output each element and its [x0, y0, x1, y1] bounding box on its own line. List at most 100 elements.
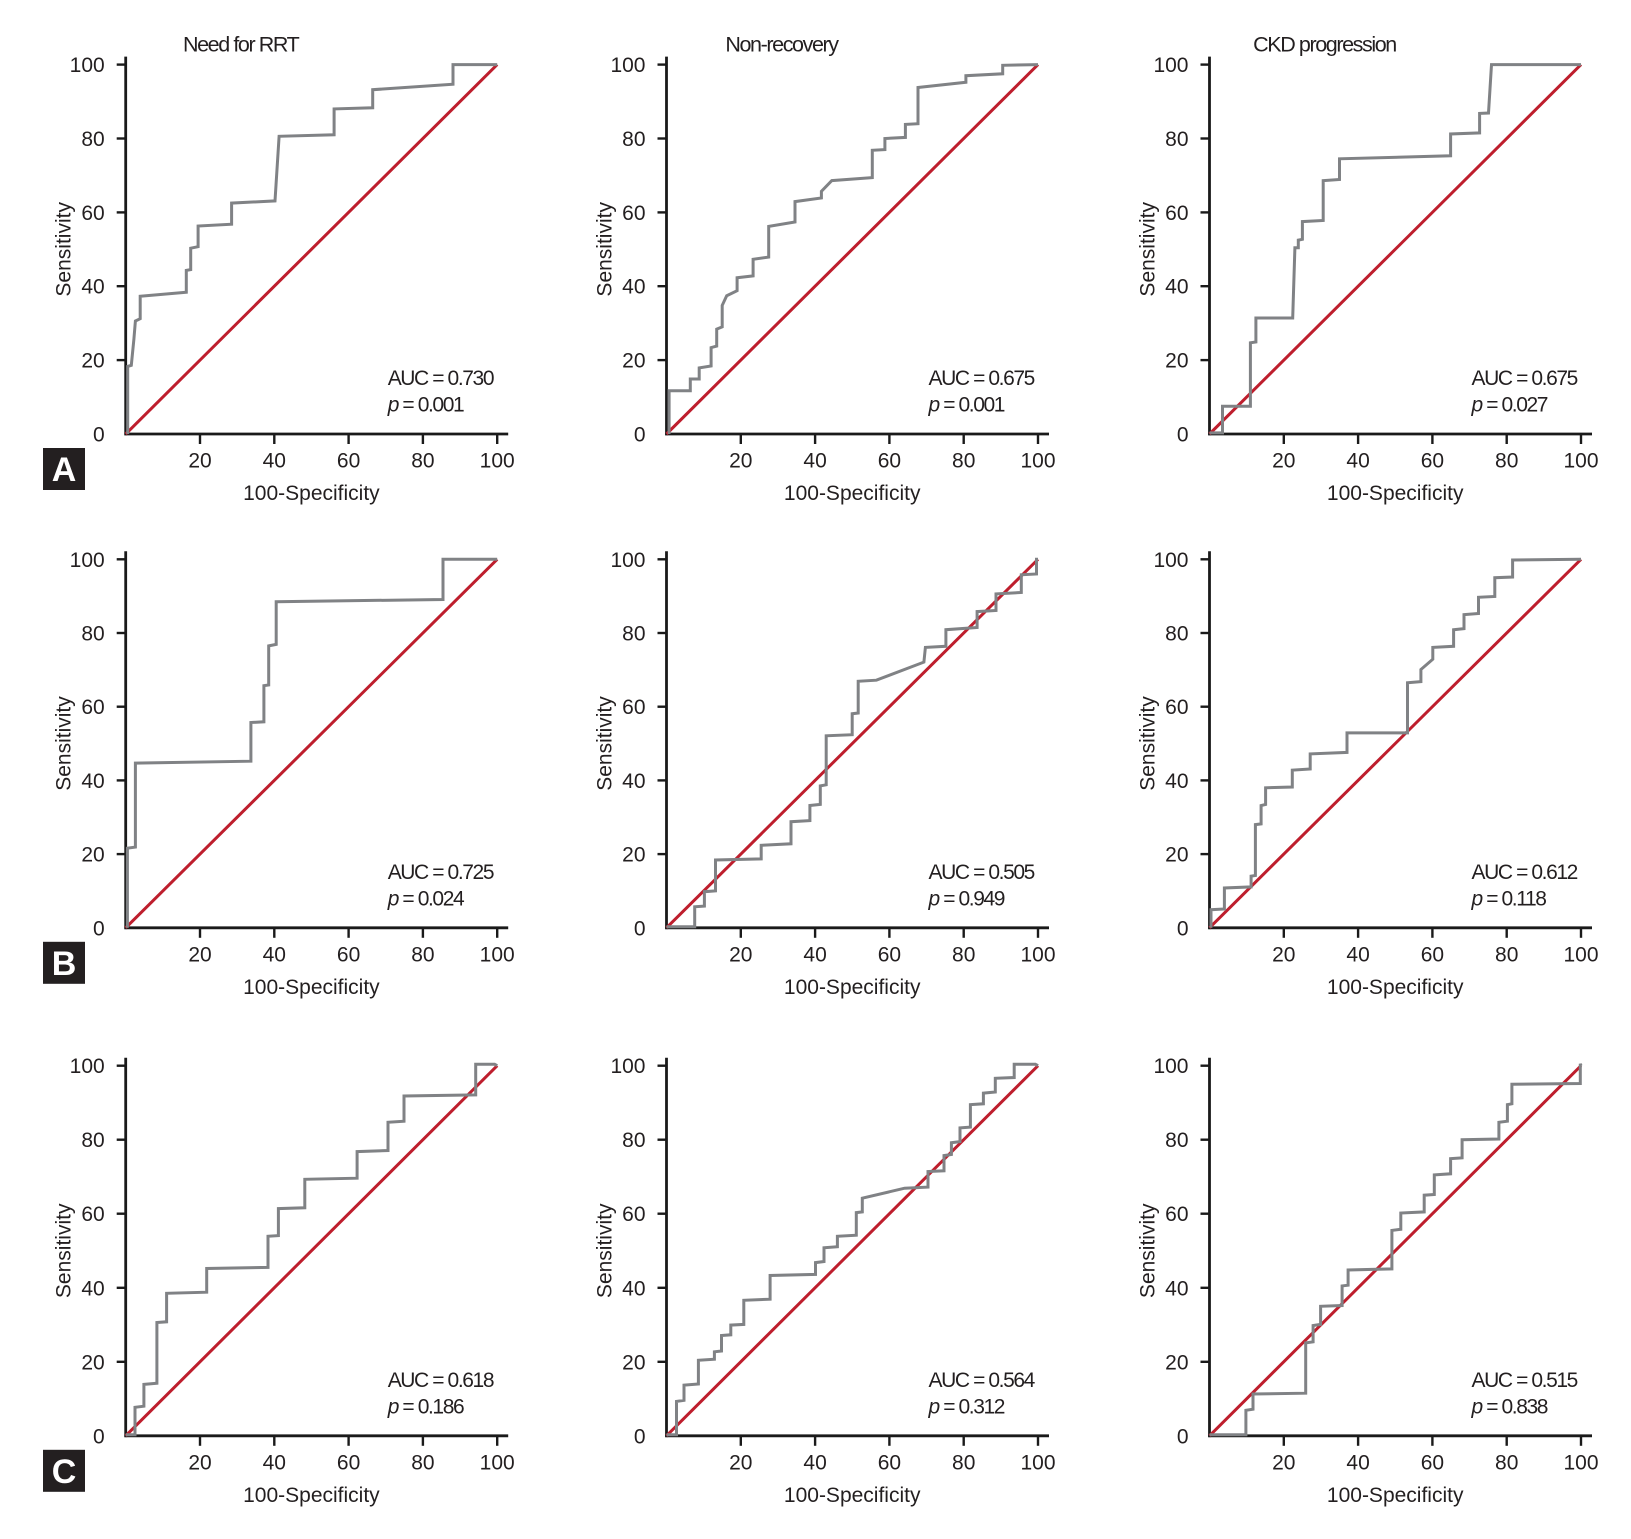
svg-text:p = 0.949: p = 0.949	[928, 887, 1005, 910]
svg-text:60: 60	[337, 1451, 360, 1474]
svg-text:20: 20	[188, 1451, 211, 1474]
svg-text:Sensitivity: Sensitivity	[53, 202, 76, 297]
svg-text:80: 80	[411, 1451, 434, 1474]
svg-text:100-Specificity: 100-Specificity	[784, 482, 921, 505]
svg-text:0: 0	[634, 1425, 646, 1448]
svg-text:100: 100	[480, 450, 515, 473]
svg-text:0: 0	[93, 424, 105, 447]
svg-text:60: 60	[337, 943, 360, 966]
svg-text:0: 0	[93, 1425, 105, 1448]
svg-text:80: 80	[1495, 943, 1518, 966]
svg-text:AUC = 0.675: AUC = 0.675	[1472, 367, 1578, 390]
svg-text:40: 40	[1165, 276, 1188, 299]
svg-text:100: 100	[610, 54, 645, 77]
svg-text:100: 100	[1563, 943, 1598, 966]
svg-text:40: 40	[263, 943, 286, 966]
svg-text:p = 0.001: p = 0.001	[387, 394, 464, 417]
svg-text:20: 20	[729, 450, 752, 473]
svg-text:20: 20	[1272, 1451, 1295, 1474]
svg-text:100-Specificity: 100-Specificity	[1327, 976, 1464, 999]
svg-text:Sensitivity: Sensitivity	[1137, 1203, 1160, 1298]
svg-text:100: 100	[1020, 1451, 1055, 1474]
svg-text:40: 40	[622, 770, 645, 793]
svg-text:40: 40	[1346, 450, 1369, 473]
svg-text:p = 0.118: p = 0.118	[1471, 887, 1547, 910]
svg-text:0: 0	[93, 917, 105, 940]
svg-text:0: 0	[1177, 1425, 1189, 1448]
svg-text:100: 100	[1563, 1451, 1598, 1474]
svg-text:80: 80	[622, 1129, 645, 1152]
svg-text:100: 100	[1153, 549, 1188, 572]
svg-text:20: 20	[622, 1351, 645, 1374]
svg-text:40: 40	[1165, 770, 1188, 793]
svg-text:0: 0	[634, 917, 646, 940]
svg-text:100: 100	[70, 1055, 105, 1078]
svg-text:p = 0.001: p = 0.001	[928, 394, 1005, 417]
svg-text:60: 60	[1165, 1203, 1188, 1226]
svg-text:Non-recovery: Non-recovery	[725, 32, 839, 56]
svg-text:80: 80	[1495, 1451, 1518, 1474]
svg-text:80: 80	[1165, 623, 1188, 646]
svg-text:60: 60	[337, 450, 360, 473]
svg-text:80: 80	[622, 128, 645, 151]
svg-text:AUC = 0.515: AUC = 0.515	[1472, 1369, 1578, 1392]
svg-text:100-Specificity: 100-Specificity	[243, 482, 380, 505]
svg-text:60: 60	[81, 696, 104, 719]
svg-text:Sensitivity: Sensitivity	[1137, 696, 1160, 791]
svg-text:AUC = 0.618: AUC = 0.618	[388, 1369, 494, 1392]
svg-text:0: 0	[634, 424, 646, 447]
svg-text:80: 80	[411, 943, 434, 966]
svg-text:100: 100	[1563, 450, 1598, 473]
svg-text:100: 100	[70, 54, 105, 77]
svg-text:60: 60	[81, 202, 104, 225]
svg-text:40: 40	[622, 1277, 645, 1300]
svg-text:p = 0.024: p = 0.024	[387, 887, 465, 910]
svg-text:20: 20	[1272, 943, 1295, 966]
svg-text:20: 20	[1165, 350, 1188, 373]
svg-text:20: 20	[188, 450, 211, 473]
svg-text:100-Specificity: 100-Specificity	[784, 1484, 921, 1507]
svg-text:80: 80	[411, 450, 434, 473]
svg-text:80: 80	[1165, 1129, 1188, 1152]
svg-text:100: 100	[480, 943, 515, 966]
svg-text:20: 20	[729, 943, 752, 966]
svg-text:B: B	[52, 945, 77, 983]
svg-text:60: 60	[1165, 696, 1188, 719]
svg-text:100-Specificity: 100-Specificity	[1327, 1484, 1464, 1507]
svg-text:80: 80	[1165, 128, 1188, 151]
svg-text:Sensitivity: Sensitivity	[1137, 202, 1160, 297]
svg-text:Need for RRT: Need for RRT	[183, 32, 300, 56]
svg-text:p = 0.312: p = 0.312	[928, 1395, 1005, 1418]
svg-text:60: 60	[1165, 202, 1188, 225]
svg-text:40: 40	[1346, 1451, 1369, 1474]
svg-text:100: 100	[480, 1451, 515, 1474]
svg-text:60: 60	[878, 1451, 901, 1474]
svg-text:100: 100	[1153, 54, 1188, 77]
svg-text:AUC = 0.564: AUC = 0.564	[929, 1369, 1036, 1392]
svg-text:100: 100	[1020, 943, 1055, 966]
svg-text:Sensitivity: Sensitivity	[53, 1203, 76, 1298]
svg-text:80: 80	[952, 943, 975, 966]
svg-text:20: 20	[729, 1451, 752, 1474]
svg-text:80: 80	[622, 623, 645, 646]
svg-text:40: 40	[803, 943, 826, 966]
svg-text:AUC = 0.675: AUC = 0.675	[929, 367, 1035, 390]
svg-text:40: 40	[803, 1451, 826, 1474]
svg-text:Sensitivity: Sensitivity	[53, 696, 76, 791]
svg-text:Sensitivity: Sensitivity	[594, 202, 617, 297]
svg-text:40: 40	[81, 770, 104, 793]
svg-text:80: 80	[1495, 450, 1518, 473]
svg-text:80: 80	[952, 1451, 975, 1474]
svg-text:60: 60	[622, 202, 645, 225]
svg-text:60: 60	[1421, 943, 1444, 966]
svg-text:20: 20	[622, 844, 645, 867]
svg-text:60: 60	[622, 696, 645, 719]
svg-text:40: 40	[1165, 1277, 1188, 1300]
svg-text:60: 60	[878, 450, 901, 473]
svg-text:AUC = 0.730: AUC = 0.730	[388, 367, 494, 390]
svg-text:20: 20	[1165, 1351, 1188, 1374]
svg-text:CKD progression: CKD progression	[1253, 32, 1396, 56]
svg-text:20: 20	[81, 350, 104, 373]
svg-text:100: 100	[1020, 450, 1055, 473]
svg-text:p = 0.027: p = 0.027	[1471, 394, 1548, 417]
